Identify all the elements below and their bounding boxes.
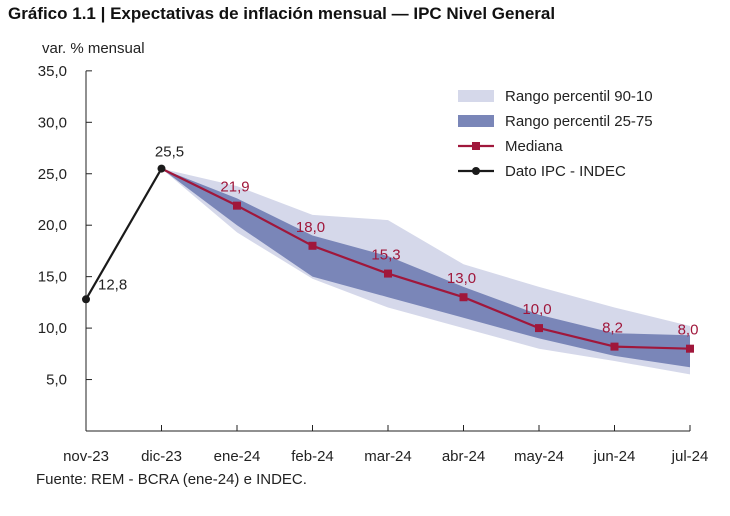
x-tick-label: abr-24	[442, 448, 485, 465]
median-point	[535, 324, 543, 333]
legend-marker	[472, 142, 480, 150]
x-tick-label: dic-23	[141, 448, 182, 465]
legend-label: Rango percentil 25-75	[505, 113, 653, 130]
legend-swatch-band	[458, 90, 494, 102]
chart-title: Gráfico 1.1 | Expectativas de inflación …	[8, 4, 556, 23]
y-tick-label: 30,0	[38, 114, 67, 131]
data-labels-layer: 21,9 18,0 15,3 13,0 10,0 8,2 8,0 12,8 25,5	[98, 144, 698, 339]
median-data-label: 8,2	[602, 320, 623, 337]
y-tick-label: 5,0	[46, 372, 67, 389]
y-tick-label: 20,0	[38, 217, 67, 234]
x-tick-label: mar-24	[364, 448, 412, 465]
legend-swatch-band	[458, 115, 494, 127]
legend: Rango percentil 90-10 Rango percentil 25-…	[458, 88, 653, 180]
median-data-label: 15,3	[371, 247, 400, 264]
median-point	[308, 241, 317, 250]
legend-label: Mediana	[505, 138, 563, 155]
median-point	[610, 342, 619, 351]
y-tick-label: 10,0	[38, 320, 67, 337]
x-tick-label: jul-24	[671, 448, 709, 465]
ipc-data-label: 25,5	[155, 144, 184, 161]
ipc-data-label: 12,8	[98, 276, 127, 293]
median-point	[384, 269, 392, 278]
median-data-label: 13,0	[447, 270, 476, 287]
median-data-label: 8,0	[678, 322, 699, 339]
axes-layer: 5,0 10,0 15,0 20,0 25,0 30,0 35,0 nov-23 dic-23 e…	[38, 63, 709, 465]
lines-layer	[82, 164, 694, 353]
y-axis-label: var. % mensual	[42, 40, 145, 57]
x-tick-label: jun-24	[593, 448, 636, 465]
legend-label: Dato IPC - INDEC	[505, 163, 626, 180]
legend-marker	[472, 167, 480, 175]
median-point	[686, 344, 694, 353]
median-line	[161, 167, 691, 350]
median-data-label: 10,0	[522, 301, 551, 318]
x-tick-label: nov-23	[63, 448, 109, 465]
x-tick-label: ene-24	[214, 448, 261, 465]
x-tick-label: feb-24	[291, 448, 334, 465]
y-tick-label: 35,0	[38, 63, 67, 80]
legend-label: Rango percentil 90-10	[505, 88, 653, 105]
median-point	[233, 201, 241, 210]
ipc-point	[82, 295, 90, 304]
ipc-line	[85, 168, 163, 300]
median-point	[459, 293, 468, 302]
y-tick-label: 25,0	[38, 166, 67, 183]
x-tick-label: may-24	[514, 448, 564, 465]
source-note: Fuente: REM - BCRA (ene-24) e INDEC.	[36, 471, 307, 488]
median-data-label: 18,0	[296, 219, 325, 236]
median-data-label: 21,9	[220, 179, 249, 196]
ipc-point	[157, 164, 166, 173]
y-tick-label: 15,0	[38, 269, 67, 286]
